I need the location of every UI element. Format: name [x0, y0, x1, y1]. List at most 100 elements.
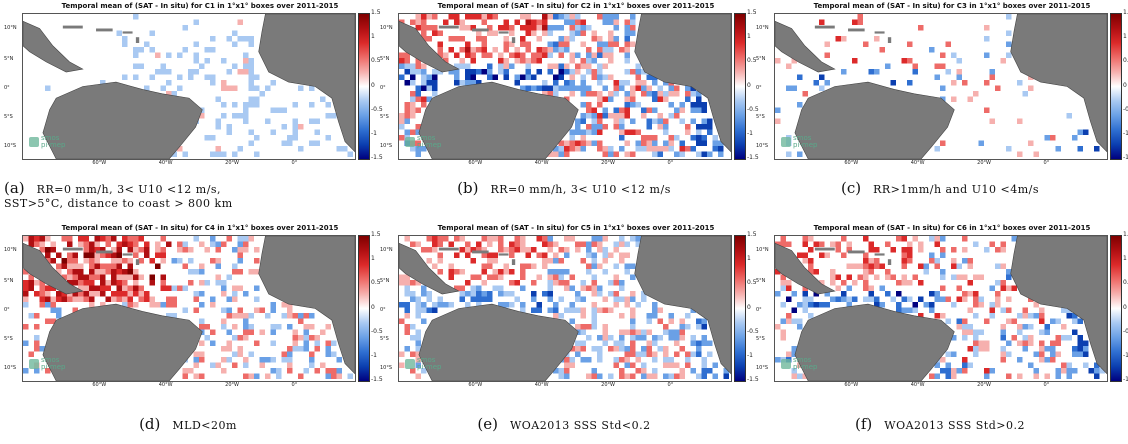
lon-tick-label: 40°W — [158, 160, 173, 166]
heatmap-cell — [138, 291, 144, 297]
heatmap-cell — [138, 258, 144, 264]
heatmap-cell — [188, 58, 194, 64]
heatmap-cell — [232, 362, 238, 368]
heatmap-cell — [1000, 357, 1006, 363]
heatmap-cell — [459, 19, 465, 25]
heatmap-cell — [613, 14, 619, 20]
heatmap-cell — [553, 274, 559, 280]
heatmap-cell — [210, 151, 216, 157]
heatmap-cell — [226, 69, 232, 75]
heatmap-cell — [608, 30, 614, 36]
heatmap-cell — [641, 329, 647, 335]
heatmap-cell — [415, 58, 421, 64]
heatmap-cell — [712, 146, 718, 152]
colorbar-tick-label: 0.5 — [371, 279, 381, 287]
heatmap-cell — [984, 247, 990, 253]
heatmap-cell — [1017, 313, 1023, 319]
heatmap-cell — [39, 236, 45, 242]
heatmap-cell — [635, 307, 641, 313]
heatmap-cell — [907, 252, 913, 258]
heatmap-cell — [133, 296, 139, 302]
heatmap-cell — [602, 274, 608, 280]
heatmap-cell — [1077, 351, 1083, 357]
heatmap-cell — [270, 362, 276, 368]
heatmap-cell — [646, 324, 652, 330]
heatmap-cell — [608, 58, 614, 64]
heatmap-cell — [630, 19, 636, 25]
heatmap-cell — [465, 285, 471, 291]
heatmap-cell — [248, 96, 254, 102]
heatmap-cell — [243, 52, 249, 58]
heatmap-cell — [929, 307, 935, 313]
heatmap-cell — [951, 351, 957, 357]
heatmap-cell — [404, 291, 410, 297]
caption-text-line2: SST>5°C, distance to coast > 800 km — [4, 197, 233, 210]
heatmap-cell — [105, 285, 111, 291]
heatmap-cell — [602, 296, 608, 302]
heatmap-cell — [426, 258, 432, 264]
heatmap-cell — [144, 85, 150, 91]
heatmap-cell — [448, 47, 454, 53]
heatmap-cell — [531, 280, 537, 286]
heatmap-cell — [226, 236, 232, 242]
heatmap-cell — [536, 25, 542, 31]
heatmap-cell — [597, 285, 603, 291]
heatmap-cell — [630, 324, 636, 330]
heatmap-cell — [824, 52, 830, 58]
heatmap-cell — [415, 307, 421, 313]
heatmap-cell — [399, 318, 405, 324]
heatmap-cell — [591, 280, 597, 286]
heatmap-cell — [564, 58, 570, 64]
heatmap-cell — [1006, 296, 1012, 302]
heatmap-cell — [199, 291, 205, 297]
heatmap-cell — [166, 241, 172, 247]
heatmap-cell — [558, 36, 564, 42]
heatmap-cell — [111, 252, 117, 258]
heatmap-cell — [199, 113, 205, 119]
heatmap-cell — [144, 241, 150, 247]
heatmap-cell — [481, 52, 487, 58]
heatmap-cell — [918, 241, 924, 247]
heatmap-cell — [597, 241, 603, 247]
heatmap-cell — [105, 252, 111, 258]
heatmap-cell — [226, 129, 232, 135]
heatmap-cell — [133, 247, 139, 253]
heatmap-cell — [177, 258, 183, 264]
logo-text-line2: pi-mep — [417, 363, 442, 371]
heatmap-cell — [421, 291, 427, 297]
heatmap-cell — [674, 151, 680, 157]
heatmap-cell — [481, 236, 487, 242]
heatmap-cell — [934, 258, 940, 264]
heatmap-cell — [679, 373, 685, 379]
heatmap-cell — [122, 274, 128, 280]
map-panel: Temporal mean of (SAT - In situ) for C1 … — [0, 0, 383, 222]
heatmap-cell — [808, 296, 814, 302]
heatmap-cell — [1050, 346, 1056, 352]
heatmap-cell — [520, 274, 526, 280]
heatmap-cell — [111, 280, 117, 286]
heatmap-cell — [863, 280, 869, 286]
heatmap-cell — [1033, 151, 1039, 157]
heatmap-cell — [221, 368, 227, 374]
heatmap-cell — [591, 274, 597, 280]
heatmap-cell — [890, 296, 896, 302]
heatmap-cell — [624, 263, 630, 269]
heatmap-cell — [1006, 318, 1012, 324]
heatmap-cell — [989, 241, 995, 247]
lat-tick-label: 5°S — [4, 114, 13, 121]
heatmap-cell — [426, 96, 432, 102]
heatmap-cell — [956, 263, 962, 269]
heatmap-cell — [586, 357, 592, 363]
heatmap-cell — [995, 247, 1001, 253]
heatmap-cell — [967, 324, 973, 330]
heatmap-cell — [597, 151, 603, 157]
heatmap-cell — [663, 140, 669, 146]
heatmap-cell — [1006, 41, 1012, 47]
heatmap-cell — [984, 80, 990, 86]
heatmap-cell — [415, 324, 421, 330]
heatmap-cell — [188, 280, 194, 286]
heatmap-cell — [956, 291, 962, 297]
heatmap-cell — [835, 247, 841, 253]
heatmap-cell — [1028, 140, 1034, 146]
heatmap-cell — [303, 346, 309, 352]
